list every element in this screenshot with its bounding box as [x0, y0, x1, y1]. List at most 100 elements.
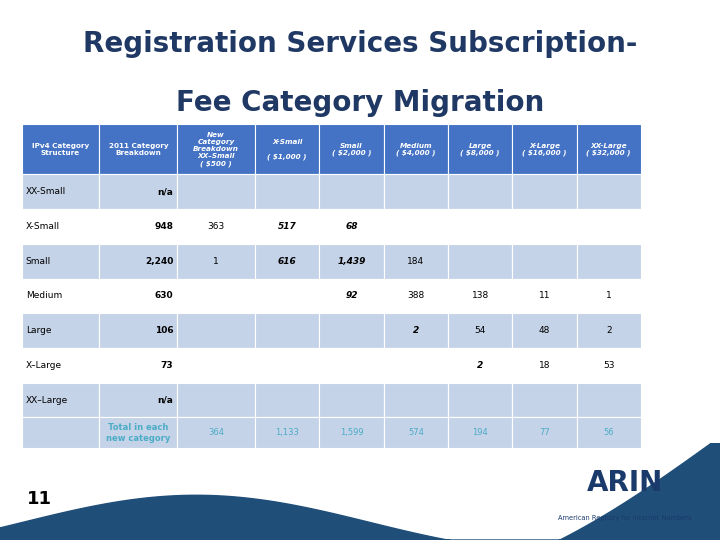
FancyBboxPatch shape: [577, 348, 641, 383]
FancyBboxPatch shape: [384, 174, 448, 209]
Text: 363: 363: [207, 222, 225, 231]
FancyBboxPatch shape: [384, 313, 448, 348]
FancyBboxPatch shape: [384, 348, 448, 383]
Text: 92: 92: [346, 292, 358, 300]
Text: Small: Small: [26, 256, 51, 266]
FancyBboxPatch shape: [22, 124, 99, 174]
Text: Medium
( $4,000 ): Medium ( $4,000 ): [396, 143, 436, 156]
Text: 194: 194: [472, 428, 488, 437]
Text: 517: 517: [278, 222, 297, 231]
FancyBboxPatch shape: [448, 383, 513, 417]
FancyBboxPatch shape: [320, 209, 384, 244]
Text: 53: 53: [603, 361, 614, 370]
Text: 73: 73: [161, 361, 174, 370]
Text: 77: 77: [539, 428, 550, 437]
FancyBboxPatch shape: [384, 279, 448, 313]
FancyBboxPatch shape: [513, 209, 577, 244]
FancyBboxPatch shape: [513, 174, 577, 209]
FancyBboxPatch shape: [255, 417, 320, 448]
FancyBboxPatch shape: [177, 348, 255, 383]
FancyBboxPatch shape: [320, 417, 384, 448]
Text: XX-Small: XX-Small: [26, 187, 66, 196]
FancyBboxPatch shape: [22, 313, 99, 348]
Text: 11: 11: [539, 292, 550, 300]
Text: 1,439: 1,439: [338, 256, 366, 266]
Text: Medium: Medium: [26, 292, 62, 300]
Text: 18: 18: [539, 361, 550, 370]
FancyBboxPatch shape: [577, 209, 641, 244]
Text: 48: 48: [539, 326, 550, 335]
Text: 2: 2: [413, 326, 419, 335]
Text: IPv4 Category
Structure: IPv4 Category Structure: [32, 143, 89, 156]
Text: 184: 184: [408, 256, 424, 266]
Text: n/a: n/a: [158, 396, 174, 404]
FancyBboxPatch shape: [99, 174, 177, 209]
FancyBboxPatch shape: [448, 174, 513, 209]
Text: X–Large: X–Large: [26, 361, 62, 370]
FancyBboxPatch shape: [448, 209, 513, 244]
FancyBboxPatch shape: [22, 348, 99, 383]
FancyBboxPatch shape: [577, 313, 641, 348]
Text: 1: 1: [213, 256, 219, 266]
FancyBboxPatch shape: [177, 209, 255, 244]
FancyBboxPatch shape: [577, 417, 641, 448]
FancyBboxPatch shape: [177, 244, 255, 279]
FancyBboxPatch shape: [22, 244, 99, 279]
FancyBboxPatch shape: [255, 244, 320, 279]
FancyBboxPatch shape: [177, 383, 255, 417]
FancyBboxPatch shape: [577, 279, 641, 313]
Text: 2: 2: [477, 361, 483, 370]
FancyBboxPatch shape: [513, 417, 577, 448]
FancyBboxPatch shape: [255, 313, 320, 348]
FancyBboxPatch shape: [177, 417, 255, 448]
FancyBboxPatch shape: [577, 124, 641, 174]
FancyBboxPatch shape: [255, 124, 320, 174]
FancyBboxPatch shape: [22, 279, 99, 313]
FancyBboxPatch shape: [255, 174, 320, 209]
FancyBboxPatch shape: [448, 279, 513, 313]
FancyBboxPatch shape: [255, 209, 320, 244]
FancyBboxPatch shape: [320, 244, 384, 279]
Text: 630: 630: [155, 292, 174, 300]
Text: 388: 388: [408, 292, 425, 300]
FancyBboxPatch shape: [22, 174, 99, 209]
Text: Large: Large: [26, 326, 51, 335]
FancyBboxPatch shape: [255, 279, 320, 313]
FancyBboxPatch shape: [320, 383, 384, 417]
FancyBboxPatch shape: [320, 348, 384, 383]
FancyBboxPatch shape: [577, 174, 641, 209]
FancyBboxPatch shape: [22, 209, 99, 244]
FancyBboxPatch shape: [448, 348, 513, 383]
Text: Fee Category Migration: Fee Category Migration: [176, 90, 544, 118]
FancyBboxPatch shape: [320, 313, 384, 348]
FancyBboxPatch shape: [320, 279, 384, 313]
Text: X-Large
( $16,000 ): X-Large ( $16,000 ): [522, 143, 567, 156]
FancyBboxPatch shape: [384, 383, 448, 417]
Text: 56: 56: [603, 428, 614, 437]
FancyBboxPatch shape: [448, 124, 513, 174]
Text: 68: 68: [346, 222, 358, 231]
Text: 364: 364: [208, 428, 224, 437]
Text: XX–Large: XX–Large: [26, 396, 68, 404]
Text: 1,133: 1,133: [275, 428, 300, 437]
FancyBboxPatch shape: [177, 279, 255, 313]
FancyBboxPatch shape: [99, 244, 177, 279]
FancyBboxPatch shape: [513, 383, 577, 417]
Text: 11: 11: [27, 490, 53, 508]
Text: 948: 948: [154, 222, 174, 231]
FancyBboxPatch shape: [177, 124, 255, 174]
FancyBboxPatch shape: [320, 124, 384, 174]
Text: Large
( $8,000 ): Large ( $8,000 ): [460, 143, 500, 156]
FancyBboxPatch shape: [513, 244, 577, 279]
FancyBboxPatch shape: [22, 417, 99, 448]
Text: American Registry for Internet Numbers: American Registry for Internet Numbers: [558, 515, 692, 521]
FancyBboxPatch shape: [320, 174, 384, 209]
Text: 54: 54: [474, 326, 486, 335]
FancyBboxPatch shape: [384, 124, 448, 174]
FancyBboxPatch shape: [448, 417, 513, 448]
FancyBboxPatch shape: [513, 348, 577, 383]
FancyBboxPatch shape: [448, 244, 513, 279]
Text: New
Category
Breakdown
XX–Small
( $500 ): New Category Breakdown XX–Small ( $500 ): [193, 132, 239, 167]
FancyBboxPatch shape: [513, 124, 577, 174]
Text: 2: 2: [606, 326, 611, 335]
